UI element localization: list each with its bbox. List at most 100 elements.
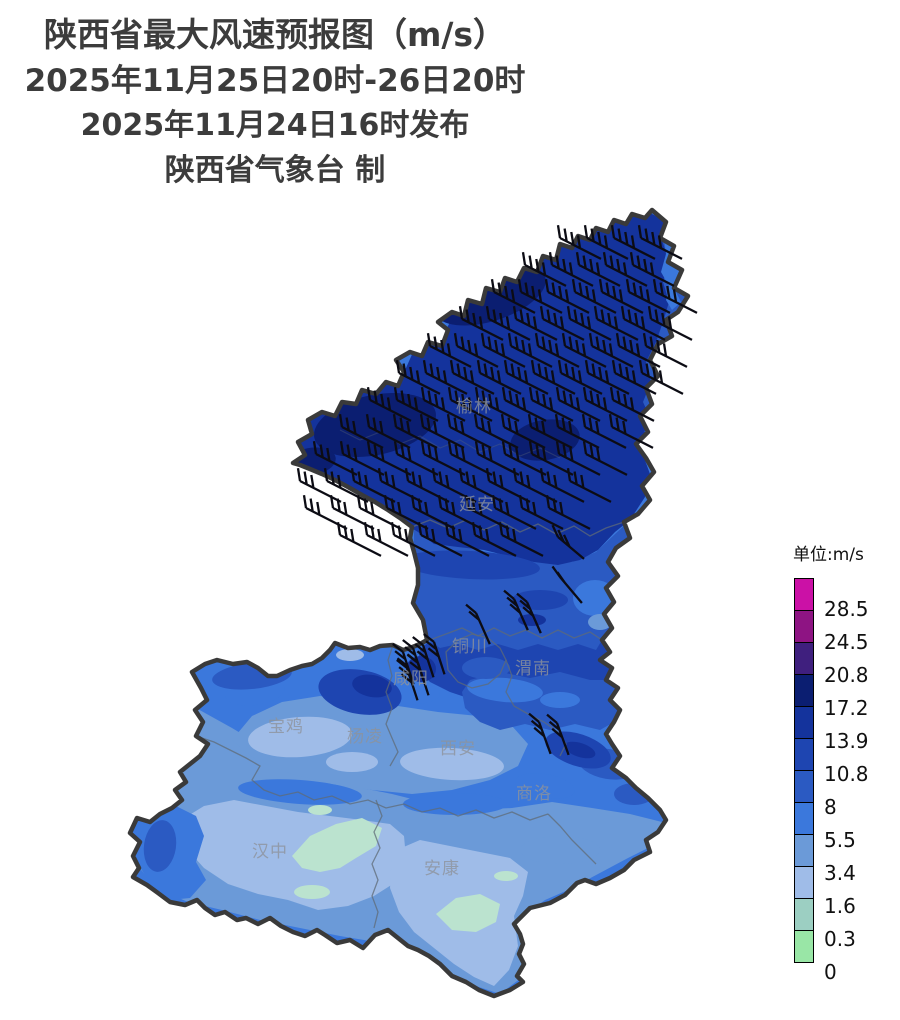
wind-barb [395,360,441,395]
wind-barb [566,468,612,503]
wind-barb [551,524,585,560]
wind-barb [593,306,639,341]
fill-xian-1.6-3.4 [400,747,504,781]
wind-barb [566,306,612,341]
wind-barb [365,414,411,449]
border-yanan-south [426,627,603,642]
city-label-shangluo: 商洛 [516,784,552,804]
fill-xianyang-west-core [352,674,392,698]
fill-tongchuan-8-10.8 [462,657,510,679]
wind-barb [393,441,439,476]
wind-barb [528,387,574,422]
wind-barb [447,441,493,476]
border-hanzhong-ankang [371,799,383,929]
fill-qinling-5.5-8-b [403,793,507,815]
legend-segment-6 [794,770,814,803]
wind-barb [323,468,369,503]
wind-barb [500,414,546,449]
wind-barb [652,279,698,314]
wind-barb [431,468,477,503]
issue-time: 2025年11月24日16时发布 [80,108,470,144]
city-label-baoji: 宝鸡 [268,717,304,737]
fill-mint-spot-3 [494,871,518,881]
wind-barb [464,495,510,530]
wind-barb [571,279,617,314]
wind-barb [581,414,627,449]
wind-barb [412,636,435,678]
legend-segment-3 [794,674,814,707]
wind-barb [534,333,580,368]
legend-tick-13.9: 13.9 [824,729,869,753]
legend-colorbar [794,578,814,963]
wind-barb [583,225,629,260]
city-label-yulin: 榆林 [456,397,492,417]
wind-barb [423,633,446,675]
page-title: 陕西省最大风速预报图（m/s） [43,15,507,54]
wind-barb [356,495,402,530]
wind-barb [296,468,342,503]
legend-tick-0.3: 0.3 [824,927,856,951]
wind-barb [339,441,385,476]
wind-barb [404,468,450,503]
wind-barb [498,522,544,557]
wind-barb [366,387,412,422]
title-block: 陕西省最大风速预报图（m/s） 2025年11月25日20时-26日20时 20… [10,15,540,186]
legend-segment-7 [794,802,814,835]
wind-barb [637,225,683,260]
wind-barb [350,468,396,503]
border-shangluo-ankang [547,813,597,865]
wind-barb [485,468,531,503]
wind-barb [447,387,493,422]
wind-barb [602,252,648,287]
legend-tick-24.5: 24.5 [824,630,869,654]
wind-barb [545,495,591,530]
wind-barb [539,306,585,341]
legend-segment-0 [794,578,814,611]
wind-barb [476,360,522,395]
wind-barb [419,414,465,449]
fill-mint-spot-2 [308,805,332,815]
wind-barb [629,252,675,287]
wind-barb [363,522,409,557]
wind-barb [377,468,423,503]
fill-qinling-5.5-8-a [238,779,362,805]
wind-barb [512,468,558,503]
fill-qinling-5.5-8-c [515,773,575,799]
wind-barb [527,414,573,449]
wind-barb [503,589,529,631]
wind-barb [366,441,412,476]
wind-barb [556,225,602,260]
wind-barb [561,333,607,368]
wind-barb [336,522,382,557]
wind-barb [491,495,537,530]
wind-barb [474,387,520,422]
wind-barb [329,495,375,530]
fill-ne-edge-5.5-8 [661,238,682,310]
wind-barb [471,522,517,557]
wind-barb [437,495,483,530]
wind-barb [338,414,384,449]
fill-west-hanzhong-8-10.8 [143,820,177,872]
wind-barb [302,495,348,530]
wind-barb [501,441,547,476]
legend-segment-4 [794,706,814,739]
wind-barb [518,495,564,530]
wind-barb [598,279,644,314]
wind-barb [584,360,630,395]
fill-weinan-light-a [467,677,543,703]
wind-barb [548,252,594,287]
wind-barb [588,333,634,368]
wind-barb [458,468,504,503]
legend-segment-11 [794,930,814,963]
fill-guanzhong-1.6-3.4-c [326,752,378,772]
wind-barb [512,306,558,341]
wind-barb [539,468,585,503]
city-label-tongchuan: 铜川 [452,637,488,657]
legend-segment-8 [794,834,814,867]
legend-segment-1 [794,610,814,643]
city-label-yanan: 延安 [459,495,495,515]
wind-barb [620,306,666,341]
wind-barb [615,333,661,368]
